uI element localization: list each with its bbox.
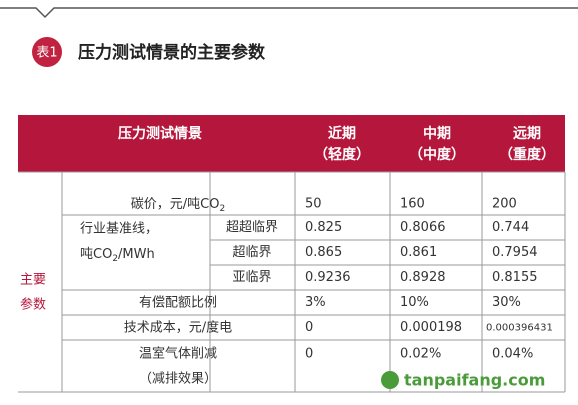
label-text: 有偿配额比例 [139,295,217,310]
row-label: 温室气体削减 [139,346,217,362]
column-header: 近期 [328,125,356,142]
group-label: 主要 [20,273,46,288]
cell-value: 0.9236 [305,270,351,285]
cell-value: 3% [305,295,326,310]
row-label: 有偿配额比例 [139,295,217,310]
table-header [18,115,565,172]
row-sublabel: 亚临界 [232,270,271,285]
cell-value: 0.7954 [492,245,538,260]
label-text: 技术成本，元/度电 [124,319,232,335]
watermark: tanpaifang.com [404,371,545,390]
row-label: 吨CO2/MWh [80,247,155,264]
cell-value: 0.02% [400,347,441,362]
row-label: （减排效果） [139,372,217,387]
cell-value: 200 [492,197,517,212]
cell-value: 50 [305,197,322,212]
title: 压力测试情景的主要参数 [78,42,266,63]
label-text: 吨CO [80,247,112,262]
cell-value: 160 [400,197,425,212]
row-sublabel: 超超临界 [226,220,278,235]
cell-value: 0.8066 [400,220,446,235]
row-sublabel: 超临界 [232,245,271,260]
label-tail: /MWh [118,247,155,262]
cell-value: 0.861 [400,245,437,260]
cell-value: 0.825 [305,220,342,235]
group-label: 参数 [20,297,46,313]
column-header: （中度） [409,146,465,163]
row-label: 碳价，元/吨CO2 [131,197,225,214]
cell-value: 30% [492,295,521,310]
row-label: 技术成本，元/度电 [124,319,232,335]
label-subscript: 2 [112,254,118,264]
cell-value: 0.04% [492,347,533,362]
label-text: 碳价，元/吨CO [131,197,220,212]
table-grid [18,171,566,393]
badge-circle [32,37,62,67]
cell-value: 0.865 [305,245,342,260]
cell-value: 0.000198 [400,320,462,335]
row-label: 行业基准线， [80,222,158,237]
cell-value: 0 [305,320,313,335]
column-header: 中期 [423,125,451,142]
column-header: （轻度） [314,146,370,163]
badge: 表1 [36,46,57,61]
watermark-icon [381,371,399,389]
top-rule [0,7,578,19]
cell-value: 10% [400,295,429,310]
label-subscript: 2 [219,204,225,214]
cell-value: 0.8928 [400,270,446,285]
cell-value: 0.000396431 [486,323,553,334]
cell-value: 0.8155 [492,270,538,285]
cell-value: 0 [305,347,313,362]
column-header: 远期 [513,126,541,142]
column-header: 压力测试情景 [118,125,202,142]
cell-value: 0.744 [492,220,529,235]
column-header: （重度） [499,146,555,163]
